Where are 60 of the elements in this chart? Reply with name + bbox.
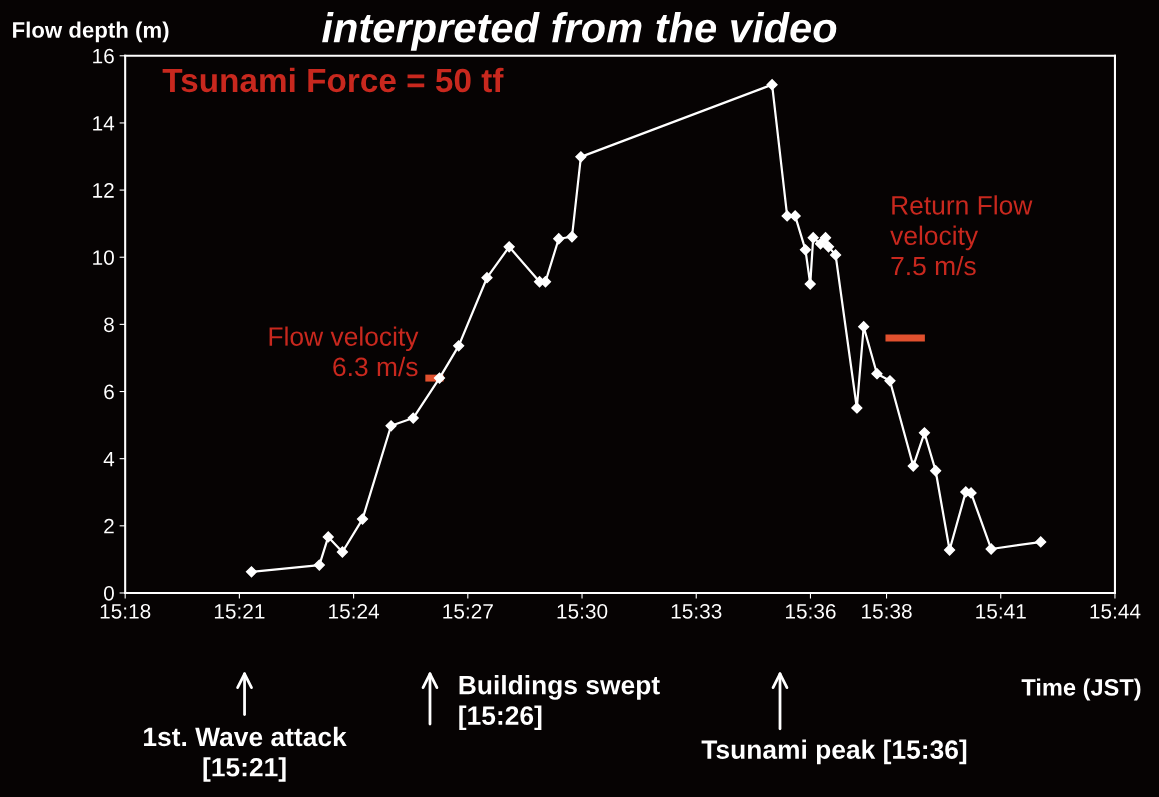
x-tick-label: 15:38 — [862, 603, 912, 619]
point — [433, 372, 446, 384]
point — [884, 375, 896, 387]
point — [851, 402, 863, 414]
point — [814, 238, 827, 250]
point — [918, 427, 931, 439]
y-tick-label: 10 — [93, 250, 114, 265]
annotation: Tsunami Force = 50 tf — [162, 67, 504, 93]
y-tick-label: 0 — [103, 585, 114, 601]
point — [407, 412, 419, 424]
y-axis-title: Flow depth (m) — [13, 21, 169, 43]
text: Buildings swept [15:26] — [459, 675, 660, 731]
point — [503, 241, 515, 253]
point — [322, 531, 334, 543]
point — [858, 321, 870, 333]
y-tick-label: 4 — [103, 451, 115, 467]
point — [804, 278, 816, 290]
annotation: Flow velocity 6.3 m/s — [269, 326, 419, 377]
point — [907, 460, 919, 472]
annotation: Return Flow velocity 7.5 m/s — [890, 195, 1033, 276]
x-tick-label: 15:41 — [976, 604, 1026, 619]
y-tick-label: 16 — [93, 48, 114, 64]
x-tick-label: 15:44 — [1090, 604, 1141, 619]
chart-title: interpreted from the video — [322, 11, 837, 51]
point — [453, 340, 465, 352]
point — [985, 543, 997, 555]
point — [481, 272, 493, 284]
point — [930, 465, 942, 477]
x-tick-label: 15:24 — [329, 603, 380, 619]
point — [822, 241, 835, 253]
point — [943, 544, 956, 556]
y-tick-label: 6 — [104, 384, 114, 400]
point — [575, 151, 587, 163]
x-tick-label: 15:18 — [100, 603, 151, 619]
point — [819, 232, 832, 244]
point — [313, 559, 325, 571]
point — [385, 420, 397, 432]
point — [799, 244, 812, 256]
y-tick-label: 14 — [93, 116, 115, 131]
text: Tsunami peak [15:36] — [701, 739, 967, 765]
y-tick-label: 12 — [93, 183, 114, 198]
x-tick-label: 15:30 — [557, 603, 608, 619]
point — [807, 232, 819, 244]
point — [829, 249, 842, 261]
point — [871, 368, 883, 380]
point — [245, 566, 258, 578]
x-tick-label: 15:33 — [671, 603, 722, 619]
x-tick-label: 15:36 — [785, 603, 836, 619]
point — [356, 513, 369, 525]
x-tick-label: 15:27 — [443, 603, 493, 619]
point — [766, 79, 778, 91]
y-tick-label: 2 — [104, 518, 114, 534]
point — [336, 546, 349, 558]
text: 1st. Wave attack [15:21] — [144, 726, 347, 782]
y-tick-label: 8 — [104, 317, 114, 333]
x-axis-title: Time (JST) — [1021, 678, 1141, 701]
point — [566, 231, 578, 243]
point — [553, 233, 565, 245]
point — [1035, 536, 1047, 548]
x-tick-label: 15:21 — [214, 603, 265, 619]
